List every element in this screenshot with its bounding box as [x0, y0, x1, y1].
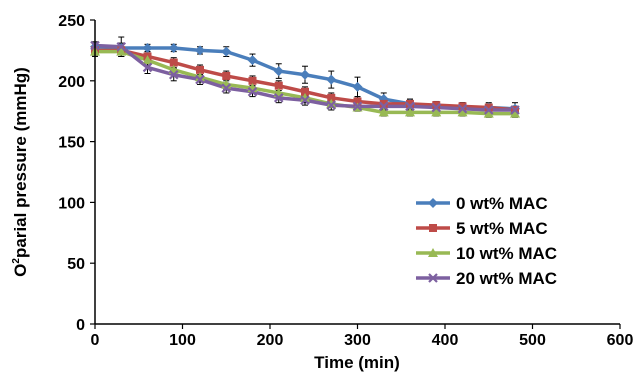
data-point-20-wt-mac — [483, 105, 494, 115]
data-point-10-wt-mac — [195, 72, 205, 82]
y-axis-title-rest: parial pressure (mmHg) — [11, 67, 30, 258]
data-point-10-wt-mac — [431, 107, 442, 117]
x-axis-title: Time (min) — [314, 353, 400, 372]
data-point-20-wt-mac — [116, 41, 127, 52]
data-point-0-wt-mac — [247, 55, 258, 66]
y-tick-label: 250 — [58, 13, 85, 30]
legend-marker-0-wt-mac — [428, 198, 438, 208]
data-point-5-wt-mac — [169, 58, 178, 67]
x-tick-label: 400 — [432, 332, 459, 349]
data-point-20-wt-mac — [326, 100, 337, 110]
data-point-5-wt-mac — [274, 81, 283, 90]
data-point-5-wt-mac — [327, 93, 336, 102]
data-point-5-wt-mac — [222, 71, 231, 80]
x-ticks: 0 100 200 300 400 500 600 — [91, 324, 634, 349]
data-point-0-wt-mac — [352, 81, 363, 92]
y-tick-label: 100 — [58, 195, 85, 212]
data-point-10-wt-mac — [510, 108, 520, 118]
y-axis-title-o: O — [11, 264, 30, 277]
series-markers — [90, 40, 520, 118]
data-point-20-wt-mac — [247, 86, 258, 97]
data-point-0-wt-mac — [273, 66, 284, 77]
data-point-0-wt-mac — [300, 69, 310, 80]
legend: 0 wt% MAC 5 wt% MAC 10 wt% MAC 20 wt% MAC — [416, 194, 557, 288]
data-point-20-wt-mac — [168, 69, 179, 80]
x-tick-label: 100 — [169, 332, 196, 349]
data-point-20-wt-mac — [221, 83, 232, 93]
y-ticks: 0 50 100 150 200 250 — [58, 13, 95, 334]
data-point-5-wt-mac — [248, 76, 257, 85]
data-point-20-wt-mac — [457, 103, 468, 114]
legend-label-10-wt-mac: 10 wt% MAC — [456, 244, 557, 263]
x-tick-label: 500 — [519, 332, 546, 349]
y-tick-label: 150 — [58, 135, 85, 152]
data-point-5-wt-mac — [484, 103, 493, 112]
y-tick-label: 200 — [58, 74, 85, 91]
data-point-0-wt-mac — [195, 45, 205, 56]
data-point-0-wt-mac — [221, 46, 232, 57]
data-point-10-wt-mac — [405, 107, 415, 117]
x-tick-label: 300 — [344, 332, 371, 349]
data-point-20-wt-mac — [195, 74, 205, 85]
data-point-10-wt-mac — [300, 92, 310, 102]
x-tick-label: 200 — [257, 332, 284, 349]
x-tick-label: 600 — [607, 332, 634, 349]
x-tick-label: 0 — [91, 332, 100, 349]
data-point-5-wt-mac — [458, 102, 467, 111]
data-point-5-wt-mac — [379, 99, 388, 108]
data-point-10-wt-mac — [457, 107, 468, 117]
y-axis-title-sup: 2 — [11, 258, 22, 264]
y-axis-title: O2parial pressure (mmHg) — [11, 67, 30, 277]
data-point-0-wt-mac — [142, 42, 153, 53]
data-point-10-wt-mac — [116, 46, 127, 56]
legend-marker-5-wt-mac — [429, 224, 437, 232]
legend-label-5-wt-mac: 5 wt% MAC — [456, 219, 548, 238]
data-point-0-wt-mac — [326, 74, 337, 85]
data-point-20-wt-mac — [300, 95, 310, 106]
legend-label-20-wt-mac: 20 wt% MAC — [456, 269, 557, 288]
data-point-20-wt-mac — [510, 105, 520, 115]
data-point-20-wt-mac — [405, 101, 415, 112]
legend-marker-20-wt-mac — [428, 273, 438, 283]
data-point-5-wt-mac — [301, 87, 309, 96]
data-point-5-wt-mac — [406, 99, 414, 108]
legend-marker-10-wt-mac — [428, 248, 438, 257]
data-point-20-wt-mac — [273, 93, 284, 103]
y-tick-label: 50 — [67, 256, 85, 273]
legend-label-0-wt-mac: 0 wt% MAC — [456, 194, 548, 213]
data-point-5-wt-mac — [196, 65, 204, 74]
data-point-20-wt-mac — [431, 102, 442, 113]
data-point-10-wt-mac — [142, 55, 153, 65]
data-point-5-wt-mac — [353, 97, 362, 106]
data-point-20-wt-mac — [378, 101, 389, 112]
data-point-0-wt-mac — [168, 42, 179, 53]
data-point-10-wt-mac — [326, 98, 337, 108]
data-point-20-wt-mac — [352, 101, 363, 112]
data-point-20-wt-mac — [142, 62, 153, 73]
data-point-10-wt-mac — [483, 108, 494, 118]
data-point-5-wt-mac — [432, 101, 441, 110]
data-point-10-wt-mac — [378, 107, 389, 117]
y-tick-label: 0 — [76, 317, 85, 334]
